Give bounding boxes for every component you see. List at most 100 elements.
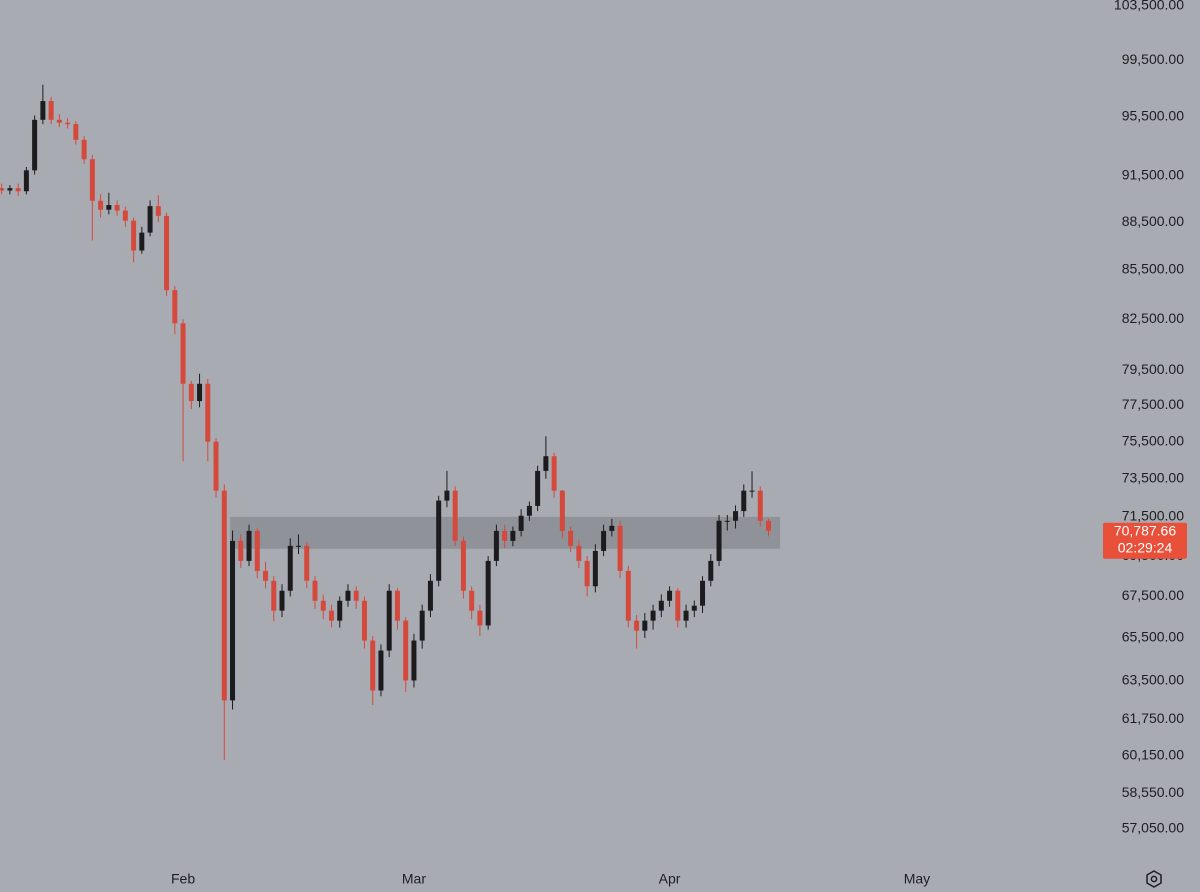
candle-body <box>188 383 194 402</box>
y-tick-label: 85,500.00 <box>1122 260 1184 276</box>
candle-body <box>56 119 62 123</box>
x-tick-label: May <box>904 871 930 887</box>
candle-body <box>535 470 541 506</box>
candle-body <box>328 610 334 621</box>
candle-body <box>502 530 508 541</box>
y-tick-label: 58,550.00 <box>1122 784 1184 800</box>
candle-body <box>89 159 95 201</box>
candle-body <box>345 590 351 601</box>
settings-icon[interactable] <box>1146 870 1162 888</box>
candle-body <box>172 290 178 324</box>
candle-body <box>460 540 466 591</box>
current-price-label: 70,787.66 <box>1114 522 1176 538</box>
y-tick-label: 67,500.00 <box>1122 587 1184 603</box>
candle-body <box>766 520 772 531</box>
candle-body <box>304 545 310 581</box>
y-tick-label: 91,500.00 <box>1122 167 1184 183</box>
candle-body <box>155 206 161 216</box>
candle-body <box>403 620 409 681</box>
candle-body <box>246 530 252 561</box>
countdown-label: 02:29:24 <box>1118 539 1173 555</box>
y-tick-label: 103,500.00 <box>1114 0 1184 12</box>
candle-body <box>675 590 681 621</box>
candle-body <box>510 530 516 541</box>
candle-body <box>667 590 673 601</box>
candle-body <box>592 550 598 587</box>
candle-body <box>320 600 326 611</box>
candle-body <box>708 560 714 581</box>
candle-body <box>353 590 359 601</box>
candle-body <box>131 220 137 251</box>
candle-body <box>700 580 706 606</box>
candle-body <box>73 124 79 140</box>
candle-body <box>427 580 433 611</box>
y-tick-label: 73,500.00 <box>1122 469 1184 485</box>
candle-body <box>65 122 71 125</box>
candle-body <box>642 620 648 631</box>
candle-body <box>716 520 722 561</box>
candle-body <box>386 590 392 651</box>
candle-body <box>106 205 112 210</box>
candle-body <box>559 490 565 531</box>
candle-body <box>337 600 343 621</box>
candle-body <box>551 456 557 491</box>
candle-body <box>0 188 5 191</box>
candle-body <box>518 515 524 531</box>
candle-body <box>469 590 475 611</box>
candle-body <box>230 540 236 701</box>
candle-body <box>213 441 219 491</box>
candle-body <box>48 101 54 120</box>
candle-body <box>436 500 442 581</box>
candle-body <box>263 570 269 581</box>
candle-body <box>419 610 425 641</box>
candle-body <box>477 610 483 626</box>
candle-body <box>378 650 384 691</box>
candle-body <box>254 530 260 571</box>
candle-body <box>7 188 13 191</box>
candle-body <box>287 545 293 591</box>
y-tick-label: 65,500.00 <box>1122 629 1184 645</box>
candle-body <box>724 520 730 522</box>
current-price-box <box>1103 522 1187 559</box>
candle-body <box>411 640 417 681</box>
candle-body <box>485 560 491 626</box>
candle-body <box>370 640 376 691</box>
candle-body <box>221 490 227 701</box>
candle-body <box>757 490 763 521</box>
y-tick-label: 79,500.00 <box>1122 361 1184 377</box>
y-tick-label: 71,500.00 <box>1122 508 1184 524</box>
y-tick-label: 82,500.00 <box>1122 310 1184 326</box>
candle-body <box>683 610 689 621</box>
candle-body <box>609 525 615 531</box>
candle-body <box>601 530 607 551</box>
candle-body <box>271 580 277 611</box>
candle-body <box>205 383 211 442</box>
candle-body <box>394 590 400 621</box>
candle-body <box>114 205 120 211</box>
candle-body <box>139 232 145 251</box>
x-tick-label: Apr <box>659 871 681 887</box>
candle-body <box>568 530 574 546</box>
candle-body <box>32 119 38 171</box>
x-tick-label: Mar <box>402 871 426 887</box>
candle-body <box>749 490 755 492</box>
candle-body <box>452 490 458 541</box>
settings-dot[interactable] <box>1150 875 1158 883</box>
candle-body <box>23 170 29 192</box>
candle-body <box>576 545 582 561</box>
y-tick-label: 60,150.00 <box>1122 746 1184 762</box>
candle-body <box>493 530 499 561</box>
y-tick-label: 99,500.00 <box>1122 51 1184 67</box>
x-tick-label: Feb <box>171 871 195 887</box>
candle-body <box>180 323 186 384</box>
candle-body <box>625 570 631 621</box>
y-tick-label: 63,500.00 <box>1122 672 1184 688</box>
candle-body <box>197 383 203 402</box>
y-tick-label: 95,500.00 <box>1122 108 1184 124</box>
candle-body <box>312 580 318 601</box>
candle-body <box>584 560 590 587</box>
candle-body <box>238 540 244 561</box>
settings-hex[interactable] <box>1146 870 1162 888</box>
